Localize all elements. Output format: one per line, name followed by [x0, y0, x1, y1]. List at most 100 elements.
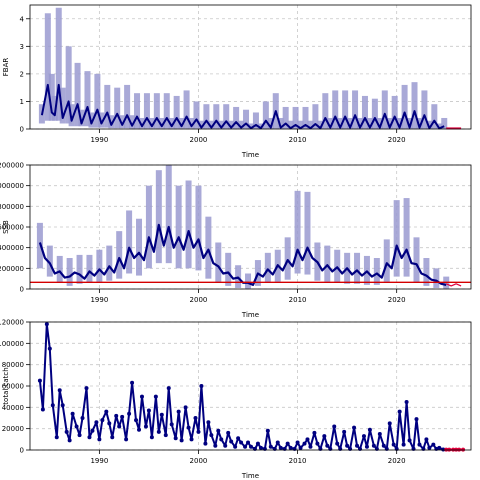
ci-band-segment	[56, 255, 63, 283]
y-axis-label: total catch	[2, 367, 10, 404]
ci-band-segment	[381, 90, 388, 129]
y-axis-label: FBAR	[2, 58, 10, 77]
ci-band-segment	[277, 117, 284, 129]
data-point	[179, 438, 184, 443]
data-point	[44, 322, 49, 327]
data-point	[87, 435, 92, 440]
ci-band-segment	[84, 71, 91, 127]
x-axis-label: Time	[241, 311, 259, 319]
ci-band-segment	[106, 245, 113, 281]
data-point	[146, 408, 151, 413]
y-tick-label: 60000	[2, 383, 24, 391]
x-axis-label: Time	[241, 151, 259, 159]
ci-band-segment	[65, 46, 72, 124]
ci-band-segment	[267, 117, 274, 129]
ci-band-segment	[292, 106, 299, 129]
data-point	[114, 413, 119, 418]
plot-frame	[29, 4, 472, 130]
ci-band-segment	[366, 117, 373, 129]
data-point	[97, 437, 102, 442]
x-tick-label: 2010	[289, 296, 307, 304]
data-point	[367, 427, 372, 432]
ci-band-segment	[287, 120, 294, 129]
data-point	[40, 407, 45, 412]
ci-band-segment	[413, 237, 420, 283]
ci-band-segment	[66, 258, 73, 286]
data-point	[70, 411, 75, 416]
data-point	[265, 428, 270, 433]
ci-band-segment	[116, 231, 123, 279]
data-point	[236, 436, 241, 441]
y-tick-label: 40000	[2, 404, 24, 412]
ci-band-segment	[173, 95, 180, 129]
data-point	[335, 441, 340, 446]
ci-band-segment	[218, 120, 225, 129]
data-point	[209, 433, 214, 438]
data-point	[305, 437, 310, 442]
y-tick-label: 20000	[2, 425, 24, 433]
x-tick-label: 2000	[190, 457, 208, 465]
data-point	[371, 443, 376, 448]
data-point	[302, 441, 307, 446]
ci-band-segment	[282, 106, 289, 129]
ci-band-segment	[264, 252, 271, 283]
ci-band-segment	[317, 120, 324, 129]
data-point	[64, 429, 69, 434]
x-tick-label: 1990	[90, 457, 108, 465]
data-point	[124, 437, 129, 442]
data-point	[196, 429, 201, 434]
ci-band-segment	[421, 90, 428, 129]
data-point	[84, 386, 89, 391]
data-point	[216, 428, 221, 433]
data-point	[322, 434, 327, 439]
x-tick-label: 2020	[388, 296, 406, 304]
ci-band-segment	[373, 258, 380, 285]
ci-band-segment	[203, 104, 210, 129]
data-point	[94, 420, 99, 425]
y-tick-label: 0	[20, 126, 24, 134]
data-point	[117, 424, 122, 429]
data-point	[60, 403, 65, 408]
y-tick-label: 1200000	[0, 162, 24, 170]
ci-band-segment	[136, 218, 143, 276]
ci-band-segment	[436, 123, 443, 129]
ci-band-segment	[178, 117, 185, 129]
ci-band-segment	[175, 185, 182, 269]
ci-band-segment	[304, 191, 311, 275]
data-point	[156, 429, 161, 434]
ci-band-segment	[294, 190, 301, 274]
ci-band-segment	[327, 117, 334, 129]
data-point	[308, 444, 313, 449]
ci-band-segment	[433, 268, 440, 288]
y-tick-label: 80000	[2, 361, 24, 369]
ci-band-segment	[416, 117, 423, 129]
data-point	[107, 421, 112, 426]
y-tick-label: 100000	[0, 340, 24, 348]
ci-band-segment	[124, 84, 131, 129]
data-point	[239, 440, 244, 445]
x-axis-label: Time	[241, 472, 259, 480]
data-point	[130, 380, 135, 385]
ci-band-segment	[361, 95, 368, 129]
ci-band-segment	[403, 198, 410, 277]
data-point	[404, 400, 409, 404]
ci-band-segment	[401, 84, 408, 129]
x-tick-label: 2000	[190, 136, 208, 144]
data-point	[414, 417, 419, 422]
data-point	[364, 444, 369, 449]
data-point	[233, 444, 238, 449]
ci-band-segment	[352, 90, 359, 129]
data-point	[169, 422, 174, 427]
ci-band-segment	[391, 95, 398, 129]
series-line-2	[40, 83, 445, 130]
data-point	[127, 411, 132, 416]
y-tick-label: 120000	[0, 319, 24, 327]
data-point	[332, 424, 337, 429]
y-tick-label: 3	[20, 43, 24, 51]
ci-band-segment	[225, 252, 232, 286]
ci-band-segment	[228, 120, 235, 129]
ci-band-segment	[143, 93, 150, 129]
ci-band-segment	[74, 62, 81, 127]
